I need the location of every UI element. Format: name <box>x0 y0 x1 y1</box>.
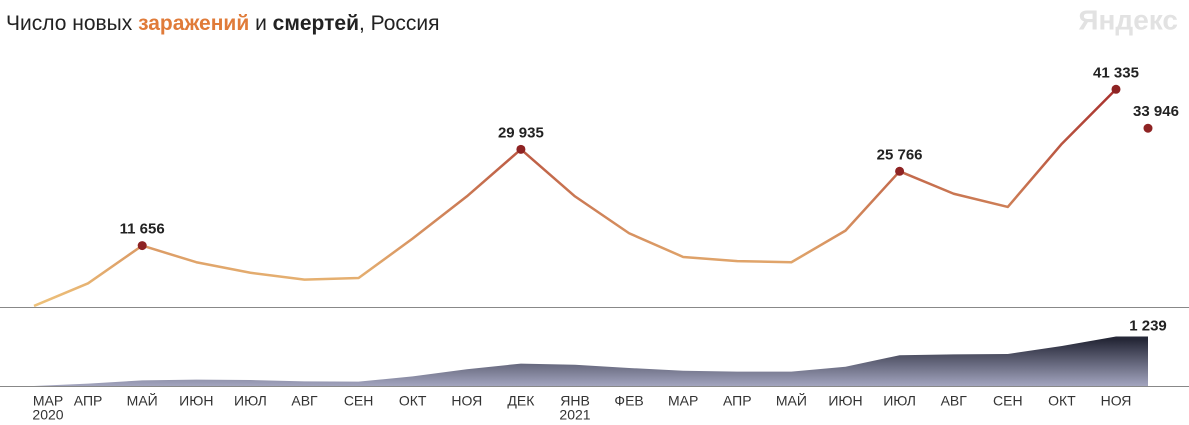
x-tick-label: ФЕВ <box>614 393 643 409</box>
x-tick-label: ИЮЛ <box>234 393 267 409</box>
peak-dot <box>516 144 526 154</box>
x-tick-label: ОКТ <box>1048 393 1076 409</box>
x-tick-label: АВГ <box>941 393 968 409</box>
x-tick-label: ИЮН <box>828 393 862 409</box>
x-tick-label: ИЮН <box>179 393 213 409</box>
x-tick-label: НОЯ <box>1101 393 1132 409</box>
title-part: , Россия <box>359 12 440 35</box>
x-tick-label: ОКТ <box>399 393 427 409</box>
deaths-area <box>34 336 1148 386</box>
peak-label: 25 766 <box>877 146 923 163</box>
x-tick-label: ЯНВ <box>560 393 590 409</box>
x-tick-label: МАР <box>668 393 698 409</box>
x-tick-label: СЕН <box>993 393 1023 409</box>
peak-dot <box>137 241 147 251</box>
x-tick-label: МАЙ <box>776 392 807 409</box>
x-tick-label: АПР <box>723 393 752 409</box>
chart-title: Число новых заражений и смертей, Россия <box>6 12 440 35</box>
peak-label: 33 946 <box>1133 103 1179 120</box>
year-label: 2020 <box>32 407 63 423</box>
logo: Яндекс <box>1078 4 1178 35</box>
x-tick-label: НОЯ <box>451 393 482 409</box>
x-tick-label: МАЙ <box>127 392 158 409</box>
x-tick-label: ДЕК <box>507 393 535 409</box>
infections-line <box>33 88 1117 308</box>
x-tick-label: МАР <box>33 393 63 409</box>
x-tick-label: АВГ <box>291 393 318 409</box>
title-part: смертей <box>273 12 359 35</box>
title-part: Число новых <box>6 12 138 35</box>
peak-label: 29 935 <box>498 124 544 141</box>
peak-dot <box>1111 84 1121 94</box>
x-tick-label: СЕН <box>344 393 374 409</box>
title-part: и <box>249 12 272 35</box>
year-label: 2021 <box>559 407 590 423</box>
peak-label: 41 335 <box>1093 64 1139 81</box>
peak-label: 11 656 <box>120 221 165 238</box>
value-label: 1 239 <box>1129 317 1167 334</box>
peak-dot <box>1143 123 1153 133</box>
title-part: заражений <box>138 12 249 35</box>
peak-dot <box>895 166 905 176</box>
x-tick-label: ИЮЛ <box>883 393 916 409</box>
x-tick-label: АПР <box>74 393 103 409</box>
